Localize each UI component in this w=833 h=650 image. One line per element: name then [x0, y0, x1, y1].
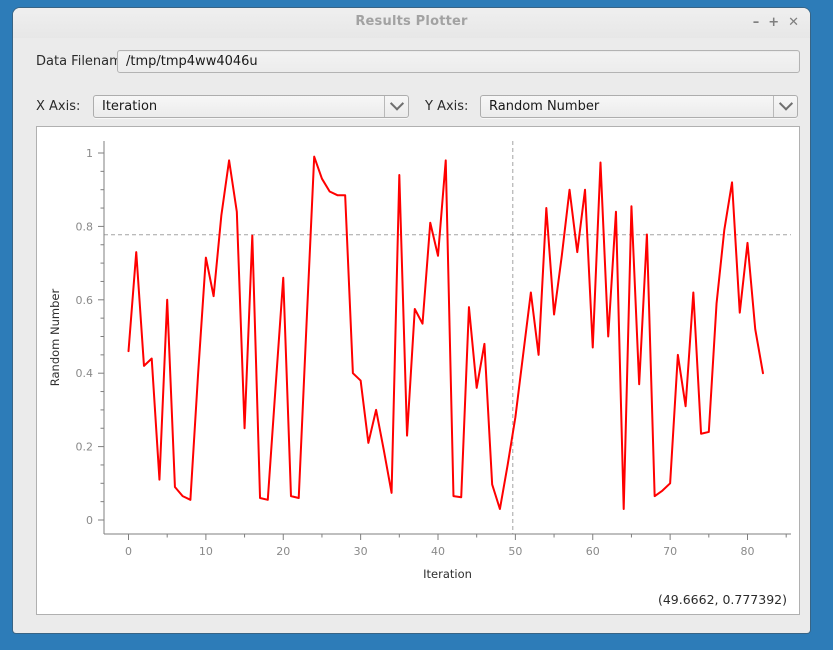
window-controls: – + ✕ [753, 13, 799, 33]
data-filename-field[interactable]: /tmp/tmp4ww4046u [117, 50, 800, 73]
svg-text:70: 70 [663, 545, 677, 558]
svg-text:0.8: 0.8 [76, 220, 94, 233]
close-button[interactable]: ✕ [788, 15, 799, 30]
y-axis-title: Random Number [48, 288, 62, 386]
plot-canvas[interactable]: 0 10 20 30 40 50 60 70 80 0 0.2 0.4 0.6 0.8 1 Iteration… [37, 127, 799, 614]
x-axis-dropdown-button[interactable] [384, 96, 408, 117]
titlebar[interactable]: Results Plotter – + ✕ [13, 8, 810, 38]
axes-spines [103, 141, 791, 535]
svg-text:40: 40 [431, 545, 445, 558]
app-window: Results Plotter – + ✕ Data Filename: /tm… [13, 8, 810, 633]
svg-text:0.6: 0.6 [76, 294, 94, 307]
svg-text:1: 1 [86, 147, 93, 160]
y-axis-label: Y Axis: [425, 99, 469, 114]
x-axis-ticks: 0 10 20 30 40 50 60 70 80 [125, 534, 787, 558]
chevron-down-icon [389, 96, 404, 111]
plot-panel: 0 10 20 30 40 50 60 70 80 0 0.2 0.4 0.6 0.8 1 Iteration… [36, 126, 800, 615]
x-axis-title: Iteration [423, 567, 472, 581]
svg-text:10: 10 [199, 545, 213, 558]
svg-text:0.2: 0.2 [76, 441, 94, 454]
y-axis-ticks: 0 0.2 0.4 0.6 0.8 1 [76, 147, 104, 527]
svg-text:0.4: 0.4 [76, 367, 94, 380]
data-line [127, 155, 764, 510]
x-axis-label: X Axis: [36, 99, 81, 114]
x-axis-selected-value: Iteration [102, 99, 158, 114]
svg-text:30: 30 [354, 545, 368, 558]
svg-text:80: 80 [741, 545, 755, 558]
x-axis-select[interactable]: Iteration [93, 95, 409, 118]
window-title: Results Plotter [355, 14, 468, 29]
data-filename-label: Data Filename: [36, 54, 135, 69]
svg-text:60: 60 [586, 545, 600, 558]
y-axis-dropdown-button[interactable] [773, 96, 797, 117]
svg-text:50: 50 [508, 545, 522, 558]
chevron-down-icon [778, 96, 793, 111]
svg-text:0: 0 [86, 514, 93, 527]
minimize-button[interactable]: – [752, 15, 760, 30]
cursor-coordinates-readout: (49.6662, 0.777392) [657, 592, 787, 607]
maximize-button[interactable]: + [768, 15, 780, 30]
y-axis-selected-value: Random Number [489, 99, 600, 114]
svg-text:20: 20 [276, 545, 290, 558]
y-axis-select[interactable]: Random Number [480, 95, 798, 118]
svg-text:0: 0 [125, 545, 132, 558]
